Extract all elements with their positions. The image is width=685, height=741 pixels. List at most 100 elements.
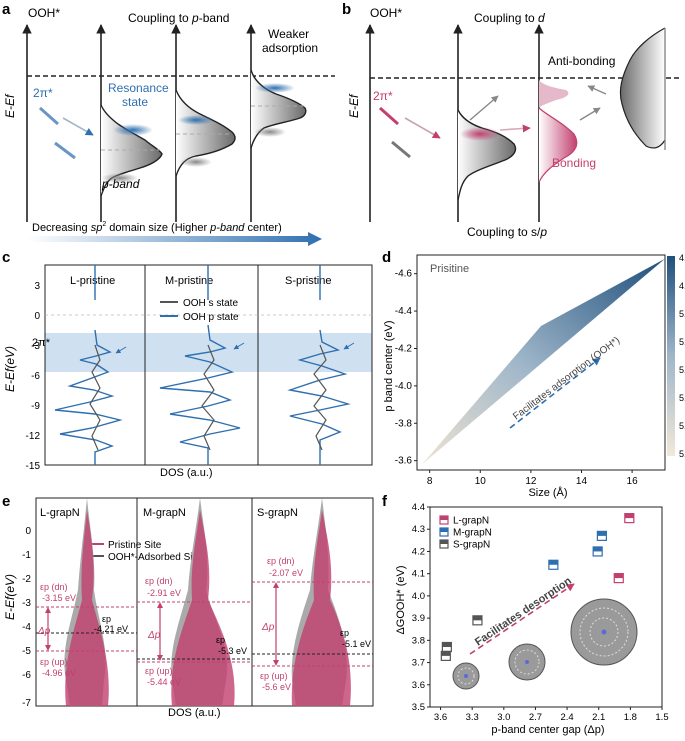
panel-e-ylabel: E-Ef(eV) xyxy=(3,574,17,620)
blue-blob-a-3 xyxy=(255,83,295,93)
f-point-fill-1-2 xyxy=(548,560,558,565)
dn-val-M: -2.91 eV xyxy=(147,588,181,598)
panel-c-ylabel: E-Ef(eV) xyxy=(3,346,17,392)
panel-d-label: d xyxy=(382,249,391,266)
ytick-e-0: 0 xyxy=(25,526,31,537)
f-xtick-1: 3.3 xyxy=(466,712,479,723)
f-xtick-5: 2.1 xyxy=(592,712,605,723)
f-legend-swatch-fill-2 xyxy=(440,540,448,544)
f-xtick-4: 2.4 xyxy=(560,712,573,723)
panel-f-label: f xyxy=(382,493,388,510)
arrow-b-4 xyxy=(587,85,607,95)
panel-e: e E-Ef(eV) DOS (a.u.) 0 -1 -2 -3 -4 -5 -… xyxy=(2,493,374,719)
panel-a-axis-label: E-Ef xyxy=(3,93,17,118)
d-yticks: -3.6 -3.8 -4.0 -4.2 -4.4 -4.6 xyxy=(395,269,417,467)
violin-pristine-M xyxy=(200,510,235,706)
s-state-trace-L xyxy=(89,344,101,451)
ytick-c-4: -9 xyxy=(31,401,40,412)
resonance-blob-a xyxy=(113,124,153,136)
molecule-small xyxy=(452,662,480,690)
f-point-fill-1-0 xyxy=(597,531,607,536)
resonance-label-2: state xyxy=(122,95,148,109)
mid-label-S: εp xyxy=(340,628,349,638)
panel-f: f ΔGOOH* (eV) p-band center gap (Δp) 3.6… xyxy=(382,493,669,736)
d-xtick-3: 14 xyxy=(576,476,588,487)
dos-shape-a-2 xyxy=(176,90,235,176)
f-ytick-2: 3.7 xyxy=(412,658,425,669)
ytick-e-1: -1 xyxy=(22,550,31,561)
cbar-tick-7: 5.5 xyxy=(679,449,685,459)
pointer-c-S xyxy=(343,342,355,350)
f-yticks: 3.5 3.6 3.7 3.8 3.9 4.0 4.1 4.2 4.3 4.4 xyxy=(412,502,430,713)
f-point-fill-2-0 xyxy=(472,615,482,621)
yticks-e: 0 -1 -2 -3 -4 -5 -6 -7 xyxy=(22,526,31,709)
f-xtick-6: 1.8 xyxy=(624,712,637,723)
p-state-trace-S xyxy=(287,265,351,465)
coupling-arrow-b xyxy=(404,117,441,139)
d-ytick-1: -3.8 xyxy=(395,418,413,429)
s-state-trace-M xyxy=(201,344,215,451)
violin-pristine-S xyxy=(322,510,351,706)
s-state-trace-S xyxy=(313,344,327,451)
d-ytick-4: -4.4 xyxy=(395,306,413,317)
bonding-lobe xyxy=(539,108,577,182)
panel-b-label: b xyxy=(342,1,351,18)
f-points xyxy=(440,513,635,661)
arrow-b-2 xyxy=(499,124,531,133)
ytick-e-3: -3 xyxy=(22,598,31,609)
f-ytick-5: 4.0 xyxy=(412,591,425,602)
domain-size-arrow xyxy=(28,232,322,246)
bonding-curve xyxy=(538,107,578,183)
arrow-b-3 xyxy=(579,107,601,121)
frame-d xyxy=(416,254,666,471)
panel-e-label: e xyxy=(2,493,10,510)
ytick-c-1: 0 xyxy=(34,311,40,322)
mid-val-L: -4.21 eV xyxy=(94,624,128,634)
panel-b: b OOH* Coupling to d E-Ef 2π* Anti-bondi… xyxy=(342,1,680,239)
d-ytick-0: -3.6 xyxy=(395,456,413,467)
dos-shape-b-1 xyxy=(458,110,516,200)
orbital-line-b2 xyxy=(391,140,411,159)
arrow-b-1 xyxy=(469,95,499,121)
mid-val-S: -5.1 eV xyxy=(342,639,371,649)
f-point-fill-0-1 xyxy=(614,573,624,579)
antibonding-label: Anti-bonding xyxy=(548,54,615,68)
prisitine-label: Prisitine xyxy=(430,263,469,275)
pink-blob-b xyxy=(460,127,500,141)
ytick-e-5: -5 xyxy=(22,646,31,657)
legend-text-s: OOH s state xyxy=(183,298,238,309)
panel-c-label: c xyxy=(2,249,10,266)
dos-curve-b-2 xyxy=(619,27,666,149)
desorption-arrow xyxy=(469,583,575,655)
cbar-tick-2: 5.0 xyxy=(679,309,685,319)
panel-b-species: OOH* xyxy=(370,6,402,20)
panel-f-ylabel: ΔGOOH* (eV) xyxy=(395,565,407,634)
resonance-label-1: Resonance xyxy=(108,81,169,95)
mid-val-M: -5.3 eV xyxy=(218,646,247,656)
gray-blob-a-2 xyxy=(180,157,212,167)
molecule-large xyxy=(570,598,638,666)
violin-pristine-L2 xyxy=(65,510,87,706)
antibonding-lobe xyxy=(539,80,569,108)
panel-d-xlabel: Size (Å) xyxy=(528,486,567,499)
up-label-M: εp (up) xyxy=(145,666,173,676)
gap-label-M: Δp xyxy=(147,630,161,641)
violin-pristine-S2 xyxy=(291,510,322,706)
cbar-tick-4: 5.2 xyxy=(679,365,685,375)
cbar-tick-6: 5.4 xyxy=(679,421,685,431)
f-ytick-8: 4.3 xyxy=(412,524,425,535)
subpanel-c-L: L-pristine xyxy=(70,275,115,287)
dn-val-S: -2.07 eV xyxy=(269,568,303,578)
panel-f-xlabel: p-band center gap (Δp) xyxy=(491,724,604,736)
panel-a-species: OOH* xyxy=(28,6,60,20)
f-xticks: 3.6 3.3 3.0 2.7 2.4 2.1 1.8 1.5 xyxy=(434,707,669,723)
subpanel-e-M: M-grapN xyxy=(143,507,186,519)
up-label-S: εp (up) xyxy=(260,671,288,681)
orbital-line-a2 xyxy=(54,141,76,160)
d-xtick-4: 16 xyxy=(627,476,639,487)
orbital-line-a xyxy=(39,106,59,126)
f-xtick-3: 2.7 xyxy=(529,712,542,723)
ytick-c-3: -6 xyxy=(31,371,40,382)
